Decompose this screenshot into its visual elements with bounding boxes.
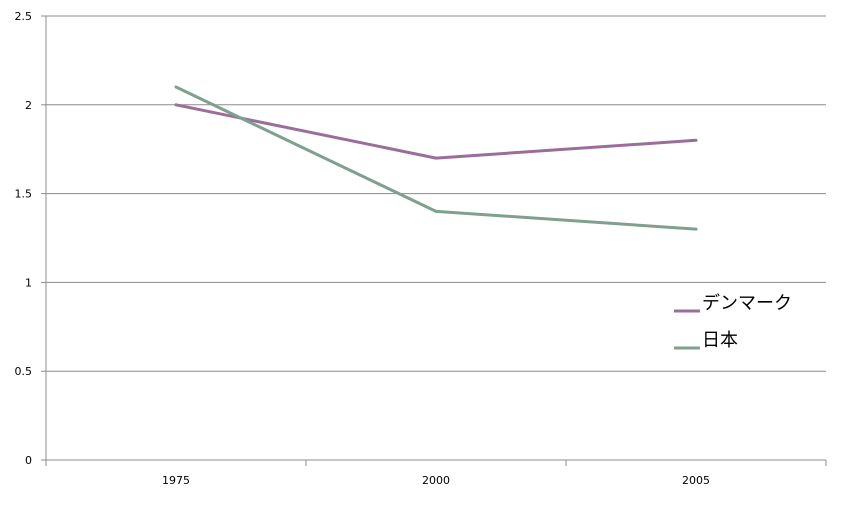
series-line-1: [174, 85, 698, 231]
y-tick-label: 1: [25, 276, 32, 289]
y-tick-label: 0.5: [15, 365, 33, 378]
y-tick-label: 1.5: [15, 188, 33, 201]
x-tick-label-2005: 2005: [682, 474, 710, 487]
y-tick-label: 2.5: [15, 10, 33, 23]
legend-label-0: デンマーク: [702, 293, 792, 314]
series-line-0: [174, 103, 698, 160]
series-lines: [174, 85, 698, 231]
gridlines: [46, 15, 826, 372]
x-tick-label-1975: 1975: [162, 474, 190, 487]
tick-labels: 0 0.5 1 1.5 2 2.5 1975 2000 2005: [15, 10, 711, 487]
y-tick-label: 0: [25, 454, 32, 467]
x-tick-label-2000: 2000: [422, 474, 450, 487]
axes: [41, 15, 827, 466]
y-tick-label: 2: [25, 99, 32, 112]
legend-label-1: 日本: [702, 330, 738, 351]
